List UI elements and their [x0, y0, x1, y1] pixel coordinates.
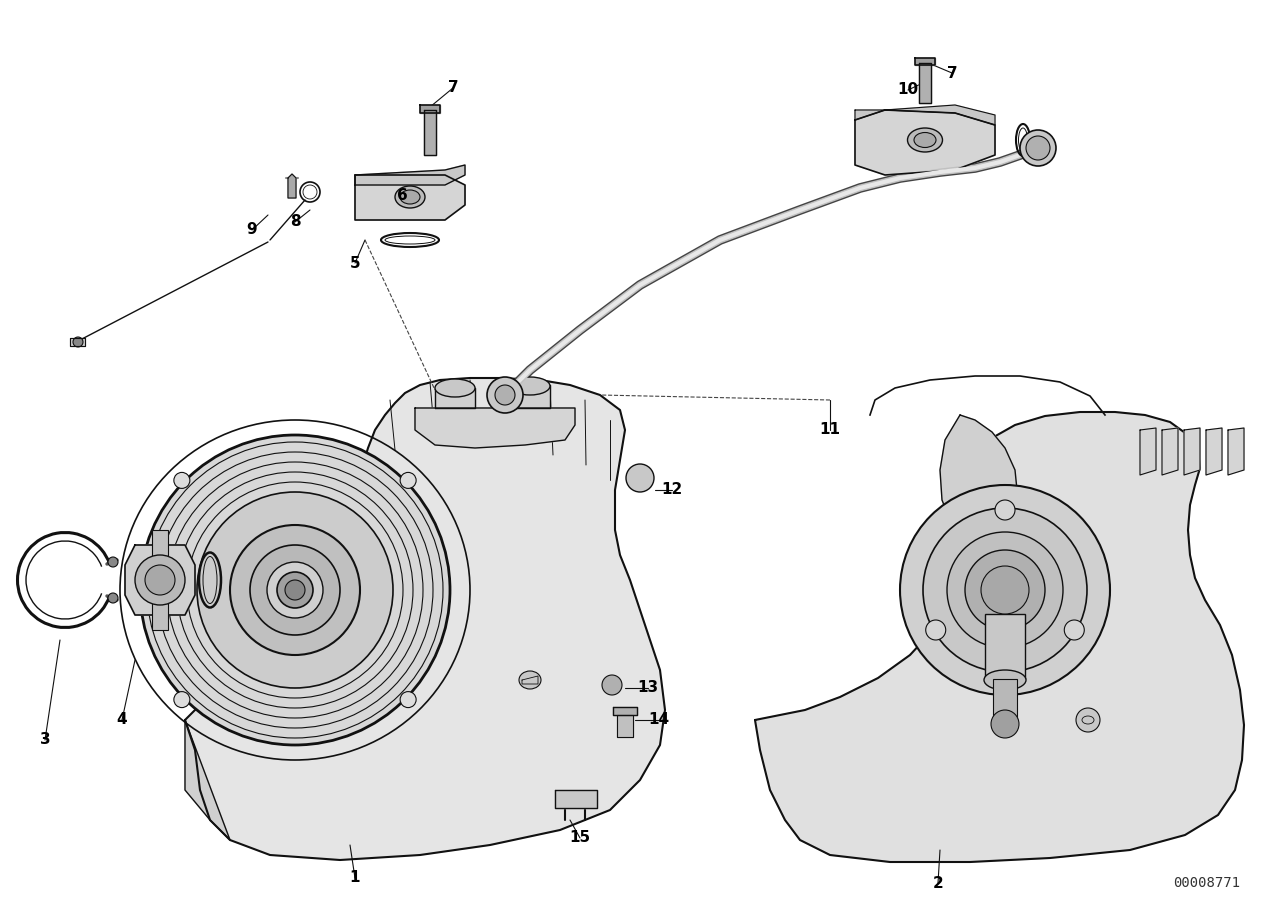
Polygon shape [914, 58, 935, 65]
Bar [152, 530, 167, 630]
Circle shape [174, 472, 189, 489]
Ellipse shape [510, 377, 550, 395]
Circle shape [947, 532, 1063, 648]
Polygon shape [1140, 428, 1157, 475]
Ellipse shape [395, 186, 425, 208]
Text: 4: 4 [117, 713, 128, 727]
Bar [993, 679, 1018, 724]
Circle shape [981, 566, 1029, 614]
Polygon shape [355, 165, 465, 185]
Polygon shape [940, 415, 1018, 532]
Text: 10: 10 [898, 83, 918, 97]
Circle shape [135, 555, 185, 605]
Ellipse shape [519, 671, 541, 689]
Polygon shape [289, 174, 296, 198]
Bar [985, 614, 1025, 679]
Polygon shape [855, 105, 996, 125]
Polygon shape [613, 707, 638, 715]
Circle shape [197, 492, 393, 688]
Circle shape [267, 562, 323, 618]
Circle shape [965, 550, 1045, 630]
Circle shape [285, 580, 305, 600]
Text: 5: 5 [349, 256, 361, 270]
Ellipse shape [908, 128, 943, 152]
Text: 12: 12 [661, 482, 683, 498]
Circle shape [601, 675, 622, 695]
Text: 14: 14 [648, 713, 670, 727]
Polygon shape [125, 545, 194, 615]
Circle shape [401, 692, 416, 708]
Text: 7: 7 [947, 66, 957, 80]
Polygon shape [435, 388, 475, 408]
Ellipse shape [435, 379, 475, 397]
Polygon shape [1162, 428, 1179, 475]
Circle shape [900, 485, 1110, 695]
Text: 3: 3 [40, 733, 50, 747]
Polygon shape [510, 385, 550, 408]
Text: 15: 15 [569, 831, 591, 845]
Circle shape [926, 620, 945, 640]
Polygon shape [185, 378, 665, 860]
Text: 13: 13 [638, 681, 658, 695]
Polygon shape [617, 715, 632, 737]
Circle shape [923, 508, 1087, 672]
Circle shape [1027, 136, 1050, 160]
Circle shape [108, 593, 118, 603]
Circle shape [626, 464, 654, 492]
Circle shape [140, 435, 450, 745]
Text: 11: 11 [819, 422, 841, 438]
Polygon shape [1227, 428, 1244, 475]
Circle shape [401, 472, 416, 489]
Polygon shape [185, 720, 231, 840]
Circle shape [990, 710, 1019, 738]
Circle shape [1064, 620, 1084, 640]
Polygon shape [420, 105, 440, 113]
Text: 2: 2 [933, 875, 943, 891]
Circle shape [996, 500, 1015, 520]
Text: 7: 7 [448, 80, 459, 96]
Text: 8: 8 [290, 215, 300, 229]
Text: 1: 1 [350, 871, 361, 885]
Ellipse shape [401, 190, 420, 204]
Ellipse shape [984, 670, 1027, 690]
Circle shape [250, 545, 340, 635]
Polygon shape [415, 408, 574, 448]
Text: 6: 6 [397, 187, 407, 203]
Polygon shape [920, 63, 931, 103]
Polygon shape [355, 175, 465, 220]
Circle shape [231, 525, 361, 655]
Circle shape [146, 565, 175, 595]
Circle shape [277, 572, 313, 608]
Circle shape [487, 377, 523, 413]
Polygon shape [1206, 428, 1222, 475]
Text: 00008771: 00008771 [1173, 876, 1240, 890]
Polygon shape [755, 412, 1244, 862]
Ellipse shape [914, 133, 936, 147]
Polygon shape [424, 110, 437, 155]
Polygon shape [555, 790, 598, 808]
Circle shape [495, 385, 515, 405]
Circle shape [1020, 130, 1056, 166]
Circle shape [1075, 708, 1100, 732]
Polygon shape [522, 676, 538, 684]
Text: 9: 9 [247, 223, 258, 238]
Polygon shape [1184, 428, 1200, 475]
Circle shape [174, 692, 189, 708]
Polygon shape [70, 338, 85, 346]
Circle shape [108, 557, 118, 567]
Circle shape [73, 337, 82, 347]
Polygon shape [855, 110, 996, 175]
